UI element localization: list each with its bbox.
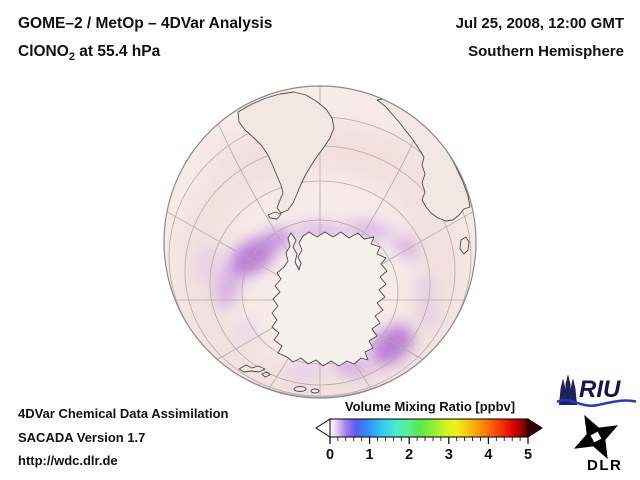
url-label: http://wdc.dlr.de (18, 453, 118, 468)
colorbar-tick-label: 4 (484, 447, 492, 463)
colorbar-right-arrow (527, 418, 543, 438)
riu-text: RIU (579, 376, 621, 403)
species-level-line: ClONO2 at 55.4 hPa (18, 38, 272, 71)
colorbar-tick-label: 3 (445, 447, 453, 463)
colorbar-minor-ticks (337, 437, 521, 441)
species-formula: ClONO (18, 43, 69, 60)
colorbar-tick-label: 1 (366, 447, 374, 463)
subantarctic-islands-coastline (238, 364, 271, 378)
dlr-text: DLR (587, 457, 622, 474)
island-coastline (293, 386, 307, 392)
antarctica-coastline (271, 231, 388, 367)
header-right: Jul 25, 2008, 12:00 GMT Southern Hemisph… (456, 10, 624, 66)
dlr-logo: DLR (573, 414, 622, 474)
colorbar-tick-label: 2 (405, 447, 413, 463)
colorbar: 0 1 2 3 4 5 (315, 418, 543, 463)
datetime-label: Jul 25, 2008, 12:00 GMT (455, 15, 624, 32)
colorbar-title: Volume Mixing Ratio [ppbv] (344, 399, 516, 414)
tierra-del-fuego-coastline (267, 211, 282, 220)
madagascar-coastline (459, 236, 470, 255)
globe-limb-outline (163, 85, 477, 399)
colorbar-gradient-bar (329, 418, 529, 438)
colorbar-tick-label: 0 (326, 447, 334, 463)
dlr-star-icon (573, 414, 619, 460)
colorbar-tick-label: 5 (524, 447, 532, 463)
species-subscript: 2 (68, 51, 75, 64)
south-america-coastline (237, 91, 335, 214)
assimilation-label: 4DVar Chemical Data Assimilation (18, 406, 229, 421)
island-coastline (416, 388, 434, 394)
riu-wave (556, 398, 637, 407)
colorbar-major-ticks (329, 437, 529, 444)
island-coastline (310, 388, 320, 394)
footer-credits: 4DVar Chemical Data Assimilation SACADA … (18, 402, 229, 473)
page-title: GOME–2 / MetOp – 4DVar Analysis (18, 15, 273, 32)
cathedral-icon (559, 374, 577, 405)
colorbar-left-arrow (315, 418, 331, 438)
header-left: GOME–2 / MetOp – 4DVar Analysis ClONO2 a… (18, 10, 272, 71)
level-label: at 55.4 hPa (74, 43, 161, 60)
hemisphere-label: Southern Hemisphere (468, 43, 624, 60)
version-label: SACADA Version 1.7 (18, 429, 146, 445)
riu-logo: RIU (556, 374, 637, 407)
